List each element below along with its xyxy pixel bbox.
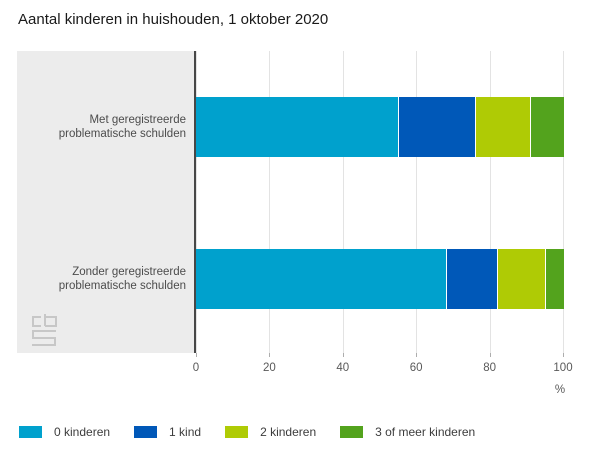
stacked-bar-met [196, 97, 608, 157]
legend-item-2-kinderen[interactable]: 2 kinderen [225, 425, 316, 439]
x-axis-tick-60 [416, 353, 418, 357]
x-axis-tick-40 [342, 353, 344, 357]
bar-segment-3-of-meer-kinderen[interactable] [544, 249, 564, 309]
x-axis-tick-100 [563, 353, 564, 357]
gridline-40 [342, 51, 344, 353]
bar-segment-0-kinderen[interactable] [196, 249, 446, 309]
legend-swatch [19, 426, 42, 438]
stacked-bar-zonder [196, 249, 608, 309]
legend-item-3-of-meer-kinderen[interactable]: 3 of meer kinderen [340, 425, 475, 439]
cbs-logo [32, 314, 57, 346]
legend-item-0-kinderen[interactable]: 0 kinderen [19, 425, 110, 439]
chart-title: Aantal kinderen in huishouden, 1 oktober… [18, 11, 329, 28]
gridline-0 [196, 51, 197, 353]
bar-segment-2-kinderen[interactable] [496, 249, 546, 309]
x-axis-unit-label: % [554, 384, 566, 396]
gridline-80 [489, 51, 491, 353]
x-axis-tick-labels: 0 20 40 60 80 100 [192, 362, 608, 376]
gridline-100 [563, 51, 564, 353]
bar-segment-3-of-meer-kinderen[interactable] [529, 97, 564, 157]
x-axis-tick-label: 40 [336, 362, 350, 374]
x-axis-tick-20 [269, 353, 271, 357]
legend-label: 0 kinderen [54, 425, 111, 439]
x-axis-tick-80 [489, 353, 491, 357]
legend-swatch [134, 426, 158, 438]
legend-label: 1 kind [169, 425, 202, 439]
plot-area [196, 51, 608, 357]
gridline-20 [269, 51, 271, 353]
x-axis-tick-label: 60 [409, 362, 423, 374]
legend-swatch [340, 426, 364, 438]
legend-swatch [225, 426, 249, 438]
x-axis-tick-0 [196, 353, 197, 357]
category-label-met-schulden: Met geregistreerde problematische schuld… [58, 114, 186, 140]
legend: 0 kinderen 1 kind 2 kinderen 3 of meer kind… [19, 425, 475, 439]
bar-segment-2-kinderen[interactable] [474, 97, 531, 157]
legend-label: 3 of meer kinderen [375, 425, 476, 439]
gridline-60 [416, 51, 418, 353]
bar-segment-1-kind[interactable] [445, 249, 498, 309]
category-label-zonder-schulden: Zonder geregistreerde problematische sch… [58, 266, 186, 292]
x-axis-tick-label: 100 [553, 362, 573, 374]
x-axis-tick-label: 0 [192, 362, 200, 374]
bar-segment-0-kinderen[interactable] [196, 97, 398, 157]
category-label-panel: Met geregistreerde problematische schuld… [17, 51, 195, 353]
bar-segment-1-kind[interactable] [397, 97, 476, 157]
y-axis-line [194, 51, 196, 353]
legend-item-1-kind[interactable]: 1 kind [134, 425, 201, 439]
legend-label: 2 kinderen [260, 425, 317, 439]
x-axis-tick-label: 80 [483, 362, 496, 374]
x-axis-tick-label: 20 [262, 362, 276, 374]
